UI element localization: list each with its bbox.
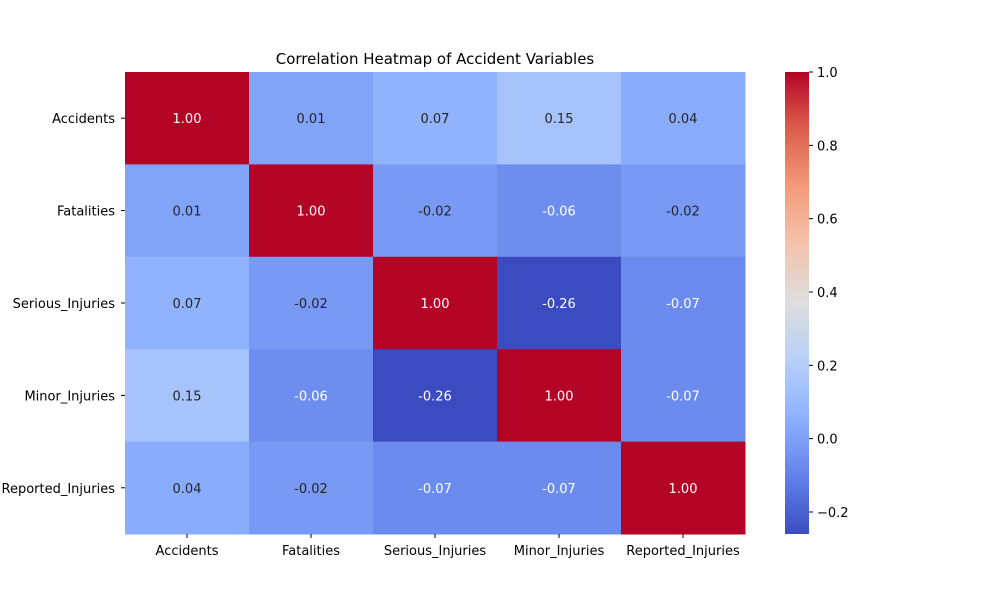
colorbar-tick-label: 0.6 bbox=[817, 213, 838, 228]
y-axis-ticks: Accidents Fatalities Serious_Injuries Minor… bbox=[2, 112, 125, 497]
y-tick-label: Minor_Injuries bbox=[24, 389, 115, 404]
heatmap-cell bbox=[621, 349, 746, 443]
chart-title: Correlation Heatmap of Accident Variable… bbox=[276, 50, 595, 68]
heatmap-cell bbox=[621, 256, 746, 350]
heatmap-cell bbox=[249, 349, 374, 443]
cell-value-label: 1.00 bbox=[421, 297, 450, 312]
y-tick-label: Reported_Injuries bbox=[2, 482, 116, 497]
cell-value-label: 1.00 bbox=[669, 482, 698, 497]
cell-value-label: 0.04 bbox=[173, 482, 202, 497]
cell-value-label: 0.07 bbox=[173, 297, 202, 312]
y-tick-label: Accidents bbox=[52, 112, 115, 127]
cell-value-label: -0.06 bbox=[294, 389, 328, 404]
heatmap-cell bbox=[497, 72, 622, 165]
cell-value-label: 1.00 bbox=[545, 389, 574, 404]
cell-value-label: -0.07 bbox=[542, 482, 576, 497]
heatmap-cell bbox=[621, 441, 746, 535]
colorbar-tick-label: 0.2 bbox=[817, 359, 838, 374]
y-tick-label: Serious_Injuries bbox=[13, 297, 116, 312]
heatmap-cell bbox=[373, 441, 498, 535]
heatmap-cell bbox=[373, 164, 498, 258]
cell-value-label: -0.06 bbox=[542, 205, 576, 220]
cell-value-label: -0.02 bbox=[294, 482, 328, 497]
heatmap-cell bbox=[497, 441, 622, 535]
heatmap-cells bbox=[125, 72, 746, 535]
heatmap-cell bbox=[249, 72, 374, 165]
colorbar: −0.2 0.0 0.2 0.4 0.6 0.8 1.0 bbox=[785, 66, 849, 534]
heatmap-cell bbox=[125, 349, 250, 443]
heatmap-cell bbox=[249, 164, 374, 258]
cell-value-label: 1.00 bbox=[297, 205, 326, 220]
x-tick-label: Reported_Injuries bbox=[626, 544, 740, 559]
cell-value-label: -0.02 bbox=[666, 205, 700, 220]
colorbar-tick-label: 1.0 bbox=[817, 66, 838, 81]
heatmap-cell bbox=[373, 256, 498, 350]
cell-value-label: 0.15 bbox=[173, 389, 202, 404]
cell-value-label: -0.07 bbox=[666, 389, 700, 404]
heatmap-cell bbox=[497, 349, 622, 443]
colorbar-tick-label: −0.2 bbox=[817, 506, 849, 521]
x-tick-label: Fatalities bbox=[282, 544, 340, 559]
heatmap-cell bbox=[373, 349, 498, 443]
heatmap-cell bbox=[497, 164, 622, 258]
colorbar-tick-label: 0.4 bbox=[817, 286, 838, 301]
heatmap-cell bbox=[621, 164, 746, 258]
heatmap-cell bbox=[125, 441, 250, 535]
cell-value-label: -0.02 bbox=[294, 297, 328, 312]
colorbar-gradient bbox=[785, 72, 809, 534]
cell-value-label: -0.26 bbox=[542, 297, 576, 312]
cell-value-label: 0.15 bbox=[545, 112, 574, 127]
cell-value-label: -0.26 bbox=[418, 389, 452, 404]
x-tick-label: Serious_Injuries bbox=[384, 544, 487, 559]
x-axis-ticks: Accidents Fatalities Serious_Injuries Minor… bbox=[156, 534, 740, 559]
cell-value-label: -0.07 bbox=[418, 482, 452, 497]
cell-value-label: 0.04 bbox=[669, 112, 698, 127]
cell-value-label: -0.07 bbox=[666, 297, 700, 312]
heatmap-cell bbox=[125, 164, 250, 258]
cell-value-label: 0.01 bbox=[297, 112, 326, 127]
cell-value-label: 0.01 bbox=[173, 205, 202, 220]
heatmap-cell bbox=[249, 441, 374, 535]
colorbar-tick-label: 0.8 bbox=[817, 139, 838, 154]
heatmap-cell bbox=[125, 256, 250, 350]
cell-annotations: 1.00 0.01 0.07 0.15 0.04 0.01 1.00 -0.02 -0.06 -0… bbox=[173, 112, 700, 497]
y-tick-label: Fatalities bbox=[57, 205, 115, 220]
cell-value-label: 0.07 bbox=[421, 112, 450, 127]
colorbar-tick-label: 0.0 bbox=[817, 433, 838, 448]
heatmap-cell bbox=[249, 256, 374, 350]
heatmap-cell bbox=[497, 256, 622, 350]
x-tick-label: Accidents bbox=[156, 544, 219, 559]
cell-value-label: -0.02 bbox=[418, 205, 452, 220]
heatmap-cell bbox=[125, 72, 250, 165]
x-tick-label: Minor_Injuries bbox=[514, 544, 605, 559]
heatmap-cell bbox=[373, 72, 498, 165]
heatmap-cell bbox=[621, 72, 746, 165]
cell-value-label: 1.00 bbox=[173, 112, 202, 127]
